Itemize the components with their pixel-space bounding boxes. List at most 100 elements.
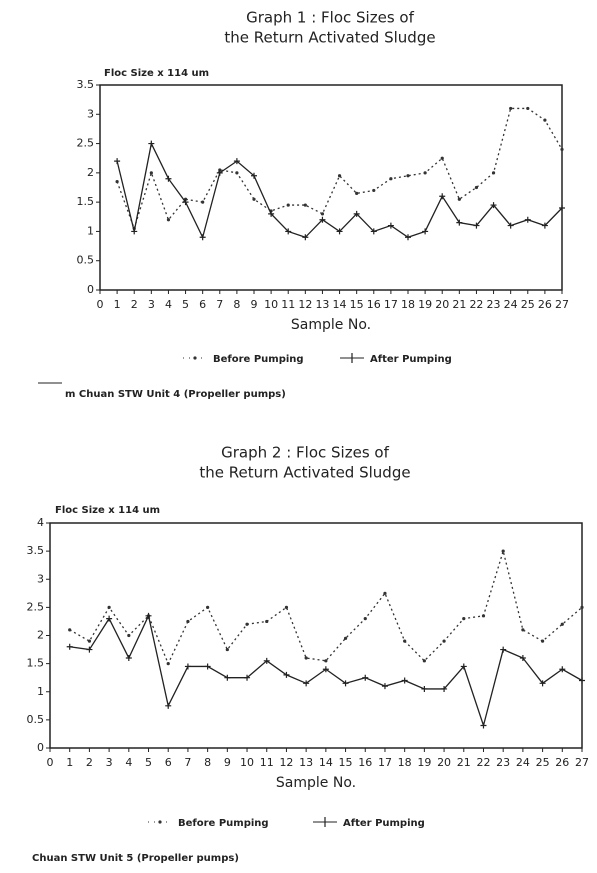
point — [355, 191, 359, 195]
x-tick-label: 16 — [367, 298, 381, 311]
y-tick-label: 3 — [87, 107, 94, 120]
y-tick-label: 2 — [87, 166, 94, 179]
point — [337, 174, 342, 178]
point — [204, 663, 211, 670]
point — [114, 158, 121, 165]
x-tick-label: 5 — [145, 756, 152, 769]
point — [541, 222, 548, 229]
point — [421, 685, 428, 692]
point — [235, 171, 239, 175]
x-tick-label: 9 — [224, 756, 231, 769]
point — [148, 140, 155, 147]
legend-label: After Pumping — [370, 354, 452, 365]
caption: m Chuan STW Unit 4 (Propeller pumps) — [65, 389, 286, 400]
x-tick-label: 17 — [384, 298, 398, 311]
point — [343, 636, 348, 640]
y-tick-label: 1.5 — [77, 195, 95, 208]
chart-title: Graph 2 : Floc Sizes of — [221, 444, 389, 462]
point — [405, 234, 411, 241]
point — [422, 228, 429, 235]
point — [456, 219, 463, 226]
point — [322, 666, 329, 673]
point — [184, 663, 191, 670]
x-tick-label: 10 — [240, 756, 254, 769]
x-tick-label: 3 — [148, 298, 155, 311]
legend-label: After Pumping — [343, 818, 425, 829]
x-tick-label: 7 — [216, 298, 223, 311]
y-tick-label: 1 — [87, 224, 94, 237]
legend-label: Before Pumping — [213, 354, 304, 365]
y-tick-label: 0 — [37, 741, 44, 754]
legend-marker — [158, 820, 162, 824]
x-tick-label: 22 — [476, 756, 490, 769]
y-tick-label: 3.5 — [27, 544, 45, 557]
x-axis-label: Sample No. — [291, 317, 371, 333]
x-tick-label: 0 — [47, 756, 54, 769]
x-tick-label: 13 — [299, 756, 313, 769]
x-tick-label: 17 — [378, 756, 392, 769]
y-tick-label: 2.5 — [77, 137, 95, 150]
point — [473, 222, 480, 229]
y-tick-label: 3 — [37, 572, 44, 585]
point — [87, 639, 92, 643]
point — [442, 639, 446, 643]
y-tick-label: 2.5 — [27, 600, 45, 613]
point — [319, 216, 326, 223]
point — [372, 188, 376, 193]
point — [127, 633, 131, 638]
series-line — [69, 548, 583, 666]
point — [403, 639, 407, 643]
point — [324, 659, 328, 663]
point — [559, 666, 566, 673]
x-tick-label: 16 — [358, 756, 372, 769]
y-axis-label: Floc Size x 114 um — [55, 505, 160, 516]
point — [245, 622, 249, 626]
x-tick-label: 6 — [165, 756, 172, 769]
point — [440, 156, 444, 160]
x-tick-label: 15 — [339, 756, 353, 769]
point — [263, 657, 270, 664]
point — [406, 174, 410, 178]
point — [560, 622, 564, 626]
point — [336, 228, 343, 235]
x-tick-label: 0 — [97, 298, 104, 311]
point — [303, 680, 310, 687]
point — [86, 646, 93, 653]
point — [460, 663, 467, 670]
point — [233, 158, 240, 165]
point — [543, 118, 547, 122]
x-tick-label: 24 — [504, 298, 518, 311]
y-axis-label: Floc Size x 114 um — [104, 68, 209, 79]
x-tick-label: 25 — [536, 756, 550, 769]
point — [362, 674, 369, 681]
point — [521, 628, 525, 632]
x-tick-label: 14 — [333, 298, 347, 311]
point — [383, 591, 387, 595]
x-tick-label: 3 — [106, 756, 113, 769]
x-tick-label: 15 — [350, 298, 364, 311]
x-tick-label: 12 — [279, 756, 293, 769]
point — [423, 171, 427, 175]
y-tick-label: 1.5 — [27, 657, 45, 670]
point — [166, 662, 170, 666]
point — [115, 180, 119, 184]
point — [206, 605, 210, 609]
point — [559, 205, 565, 211]
x-tick-label: 11 — [281, 298, 295, 311]
x-tick-label: 7 — [184, 756, 191, 769]
x-tick-label: 1 — [66, 756, 73, 769]
series-line — [116, 107, 563, 231]
x-tick-label: 19 — [417, 756, 431, 769]
plot-frame — [99, 84, 563, 291]
point — [580, 605, 584, 609]
point — [131, 228, 138, 235]
point — [284, 605, 289, 609]
point — [474, 185, 479, 190]
x-tick-label: 23 — [496, 756, 510, 769]
x-tick-label: 21 — [452, 298, 466, 311]
point — [252, 197, 256, 201]
x-tick-label: 13 — [315, 298, 329, 311]
point — [106, 615, 113, 622]
point — [201, 200, 205, 204]
point — [302, 234, 309, 241]
